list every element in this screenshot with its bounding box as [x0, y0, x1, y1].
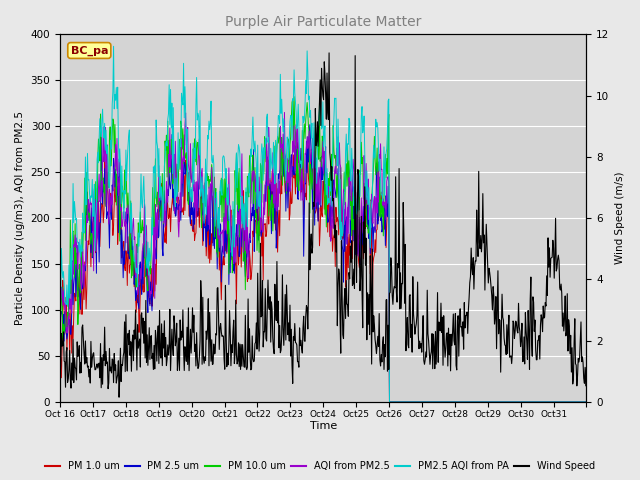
Y-axis label: Wind Speed (m/s): Wind Speed (m/s): [615, 172, 625, 264]
X-axis label: Time: Time: [310, 421, 337, 432]
Title: Purple Air Particulate Matter: Purple Air Particulate Matter: [225, 15, 421, 29]
Text: BC_pa: BC_pa: [70, 46, 108, 56]
Legend: PM 1.0 um, PM 2.5 um, PM 10.0 um, AQI from PM2.5, PM2.5 AQI from PA, Wind Speed: PM 1.0 um, PM 2.5 um, PM 10.0 um, AQI fr…: [41, 457, 599, 475]
Y-axis label: Particle Density (ug/m3), AQI from PM2.5: Particle Density (ug/m3), AQI from PM2.5: [15, 111, 25, 325]
